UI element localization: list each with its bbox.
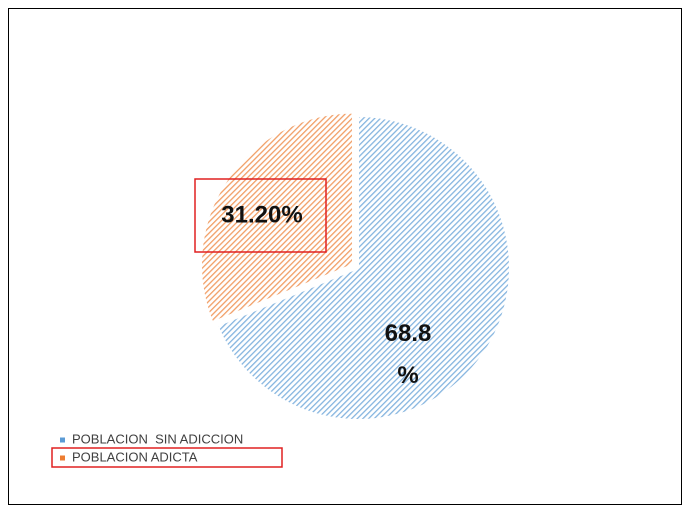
data-label: 68.8% [385, 320, 432, 389]
legend-swatch [60, 437, 65, 443]
pie-slice [216, 114, 511, 421]
highlight-box [194, 178, 327, 253]
pie-slice [200, 111, 355, 324]
highlight-box [51, 447, 283, 468]
legend-swatch [60, 455, 65, 461]
data-label: 31.20% [221, 201, 302, 228]
legend-label: POBLACION SIN ADICCION [72, 431, 243, 446]
legend-label: POBLACION ADICTA [72, 449, 198, 464]
